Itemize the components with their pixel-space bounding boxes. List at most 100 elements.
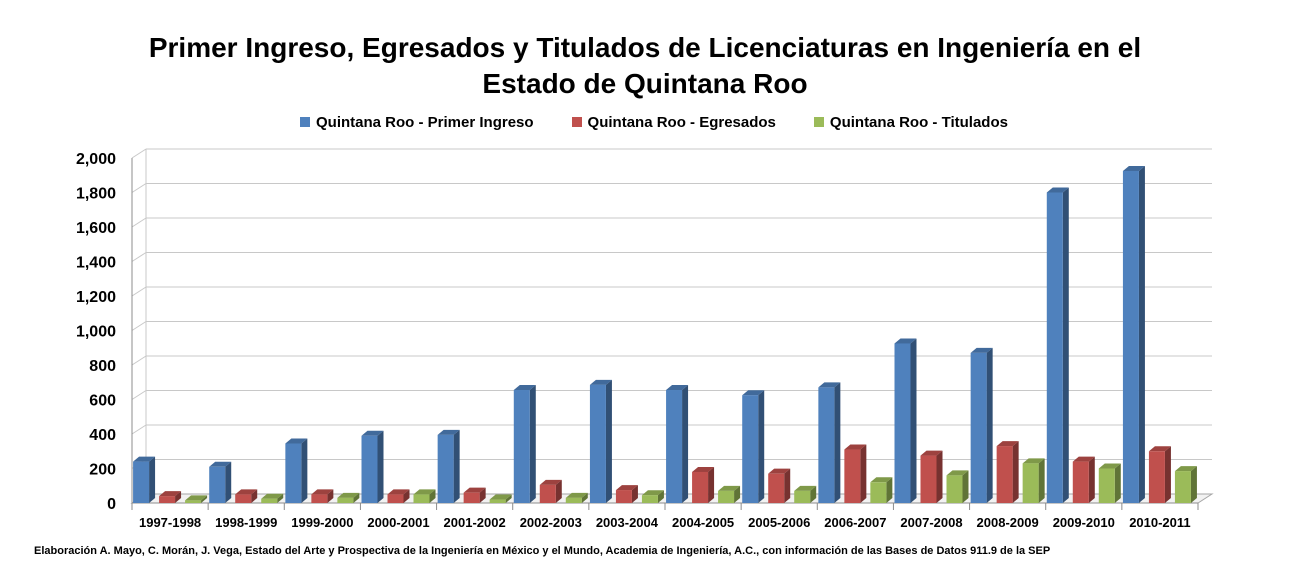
y-tick-label: 1,600: [76, 220, 116, 237]
bar-side: [810, 485, 817, 503]
bar-side: [1038, 458, 1045, 503]
bar: [159, 496, 176, 503]
x-tick-label: 1999-2000: [291, 515, 353, 530]
y-tick-label: 1,400: [76, 255, 116, 272]
gridline-side: [131, 286, 147, 297]
bar-side: [1190, 466, 1197, 503]
y-tick-label: 0: [107, 496, 116, 513]
bar-top: [920, 450, 943, 456]
x-tick-label: 2008-2009: [977, 515, 1039, 530]
bar-side: [353, 492, 360, 503]
x-tick-label: 2009-2010: [1053, 515, 1115, 530]
x-tick-label: 2005-2006: [748, 515, 810, 530]
bar-top: [768, 468, 791, 474]
bar-side: [479, 487, 486, 503]
gridline-side: [131, 148, 147, 159]
bar: [692, 471, 709, 503]
bar: [1148, 451, 1165, 503]
bar-side: [149, 456, 156, 503]
bar-side: [251, 489, 258, 503]
bar-top: [1148, 446, 1171, 452]
bar-top: [513, 385, 536, 391]
bar: [185, 500, 202, 503]
bar: [209, 466, 226, 503]
bar-side: [886, 477, 893, 503]
bar-top: [565, 492, 588, 498]
bar-top: [311, 489, 334, 495]
x-tick-label: 2000-2001: [367, 515, 429, 530]
bar-side: [986, 347, 993, 503]
bar: [235, 494, 252, 503]
bar: [641, 495, 658, 503]
bar-top: [235, 489, 258, 495]
bar-side: [834, 382, 841, 503]
bar: [946, 475, 963, 503]
bar-top: [159, 491, 182, 497]
bar: [285, 443, 302, 503]
bar-side: [201, 495, 208, 503]
bar-side: [453, 429, 460, 503]
chart-title-line-1: Primer Ingreso, Egresados y Titulados de…: [148, 32, 1142, 63]
bar-top: [589, 379, 612, 385]
legend-label-titulados: Quintana Roo - Titulados: [829, 113, 1008, 131]
bar: [387, 494, 404, 503]
bar-top: [718, 485, 741, 491]
bar-top: [641, 490, 664, 496]
bar-top: [1046, 187, 1069, 193]
x-tick-label: 2004-2005: [672, 515, 734, 530]
bar: [1046, 192, 1063, 503]
legend-swatch-egresados: [571, 117, 582, 127]
bar-top: [463, 487, 486, 493]
bar-side: [962, 470, 969, 503]
x-tick-label: 2010-2011: [1129, 515, 1190, 530]
bar-top: [261, 493, 284, 499]
legend-swatch-primer-ingreso: [300, 117, 311, 127]
bar-top: [615, 485, 638, 491]
bar: [1072, 461, 1089, 503]
y-tick-label: 1,800: [76, 186, 116, 203]
bar: [1174, 471, 1191, 503]
bar-top: [133, 456, 156, 462]
bar-top: [337, 492, 360, 498]
bar-top: [1098, 463, 1121, 469]
bar-top: [413, 489, 436, 495]
x-tick-label: 2006-2007: [824, 515, 886, 530]
bar-side: [1012, 441, 1019, 503]
bar-side: [377, 430, 384, 503]
bar-side: [429, 489, 436, 503]
bar: [718, 490, 735, 503]
bar-side: [910, 338, 917, 503]
bar-top: [818, 382, 841, 388]
bar-side: [657, 490, 664, 503]
bar-top: [1174, 466, 1197, 472]
legend-item-titulados: Quintana Roo - Titulados: [813, 110, 1008, 134]
bar-top: [844, 444, 867, 450]
gridline-side: [131, 355, 147, 366]
legend-item-primer-ingreso: Quintana Roo - Primer Ingreso: [300, 110, 534, 134]
bar-top: [1022, 458, 1045, 464]
bar: [615, 490, 632, 503]
bar-side: [327, 489, 334, 503]
gridline-side: [131, 424, 147, 435]
bar: [565, 497, 582, 503]
bar: [844, 449, 861, 503]
y-tick-label: 600: [89, 393, 116, 410]
bar-side: [1138, 165, 1145, 503]
bar: [742, 395, 759, 503]
bar-top: [185, 495, 208, 501]
bar: [870, 482, 887, 503]
bar-side: [936, 450, 943, 503]
bar-side: [403, 489, 410, 503]
bar-top: [539, 479, 562, 485]
bar-top: [437, 429, 460, 435]
bar-side: [529, 385, 536, 503]
gridline-side: [131, 217, 147, 228]
bar-top: [666, 385, 689, 391]
bar-side: [758, 390, 765, 503]
legend-label-egresados: Quintana Roo - Egresados: [587, 113, 776, 131]
legend-item-egresados: Quintana Roo - Egresados: [571, 110, 776, 134]
bar-top: [1072, 456, 1095, 462]
bar: [413, 494, 430, 503]
bar: [463, 492, 480, 503]
